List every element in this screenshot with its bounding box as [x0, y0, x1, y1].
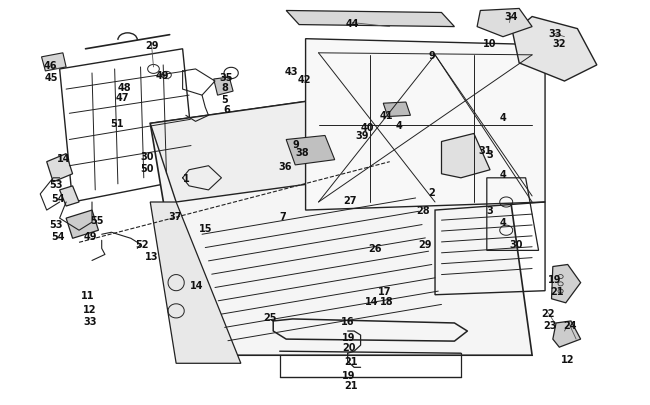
Text: 7: 7: [280, 211, 286, 222]
Text: 14: 14: [365, 296, 378, 306]
Text: 17: 17: [378, 286, 391, 296]
Text: 12: 12: [83, 304, 97, 314]
Text: 16: 16: [341, 316, 354, 326]
Polygon shape: [150, 202, 241, 363]
Text: 41: 41: [380, 111, 393, 121]
Text: 14: 14: [190, 280, 203, 290]
Text: 48: 48: [118, 83, 131, 93]
Text: 24: 24: [563, 320, 577, 330]
Text: 10: 10: [484, 38, 497, 49]
Text: 39: 39: [356, 131, 369, 141]
Text: 30: 30: [509, 240, 523, 250]
Text: 53: 53: [49, 220, 63, 230]
Polygon shape: [150, 76, 532, 202]
Polygon shape: [441, 134, 490, 178]
Polygon shape: [477, 9, 532, 38]
Polygon shape: [60, 186, 79, 207]
Polygon shape: [306, 40, 545, 211]
Text: 4: 4: [500, 113, 506, 123]
Text: 22: 22: [541, 308, 555, 318]
Text: 50: 50: [140, 163, 154, 173]
Text: 15: 15: [198, 224, 212, 234]
Text: 3: 3: [487, 149, 493, 159]
Text: 2: 2: [428, 188, 435, 197]
Text: 9: 9: [428, 51, 435, 61]
Text: 27: 27: [343, 196, 356, 205]
Text: 11: 11: [81, 290, 94, 300]
Text: 53: 53: [49, 179, 63, 190]
Text: 23: 23: [543, 320, 557, 330]
Text: 18: 18: [380, 296, 394, 306]
Polygon shape: [150, 76, 532, 355]
Text: 36: 36: [278, 161, 292, 171]
Text: 35: 35: [219, 73, 233, 83]
Text: 43: 43: [285, 67, 298, 77]
Polygon shape: [214, 78, 233, 96]
Text: 37: 37: [168, 211, 181, 222]
Polygon shape: [286, 136, 335, 166]
Text: 14: 14: [57, 153, 70, 163]
Polygon shape: [286, 11, 454, 28]
Text: 19: 19: [342, 332, 356, 342]
Polygon shape: [47, 154, 73, 182]
Text: 31: 31: [479, 145, 492, 155]
Text: 45: 45: [45, 73, 58, 83]
Text: 40: 40: [360, 123, 374, 133]
Text: 19: 19: [342, 371, 356, 380]
Text: 9: 9: [292, 139, 299, 149]
Polygon shape: [384, 103, 410, 117]
Text: 8: 8: [221, 83, 228, 93]
Text: 52: 52: [136, 240, 150, 250]
Text: 4: 4: [500, 217, 506, 228]
Text: 13: 13: [145, 252, 159, 262]
Text: 32: 32: [552, 38, 566, 49]
Text: 44: 44: [345, 19, 359, 28]
Text: 6: 6: [223, 105, 230, 115]
Text: 49: 49: [84, 232, 98, 242]
Text: 25: 25: [263, 312, 277, 322]
Text: 4: 4: [396, 121, 403, 131]
Text: 28: 28: [417, 206, 430, 215]
Text: 34: 34: [504, 12, 517, 21]
Polygon shape: [552, 265, 580, 303]
Text: 47: 47: [116, 93, 129, 103]
Text: 3: 3: [487, 206, 493, 215]
Text: 21: 21: [344, 356, 358, 367]
Polygon shape: [42, 54, 66, 72]
Text: 33: 33: [548, 30, 562, 39]
Text: 30: 30: [140, 151, 154, 161]
Text: 54: 54: [51, 194, 65, 203]
Text: 21: 21: [344, 381, 358, 390]
Text: 49: 49: [155, 71, 168, 81]
Text: 54: 54: [51, 232, 65, 242]
Polygon shape: [552, 321, 580, 347]
Text: 21: 21: [550, 286, 564, 296]
Text: 46: 46: [43, 61, 57, 71]
Polygon shape: [513, 17, 597, 82]
Text: 29: 29: [419, 240, 432, 250]
Text: 33: 33: [83, 316, 97, 326]
Text: 51: 51: [110, 119, 124, 129]
Text: 55: 55: [90, 215, 104, 226]
Polygon shape: [66, 211, 98, 239]
Text: 4: 4: [500, 169, 506, 179]
Text: 38: 38: [296, 147, 309, 157]
Text: 20: 20: [342, 342, 356, 352]
Text: 5: 5: [221, 95, 228, 105]
Text: 42: 42: [298, 75, 311, 85]
Text: 1: 1: [183, 173, 189, 183]
Text: 12: 12: [561, 354, 575, 364]
Text: 29: 29: [145, 40, 159, 51]
Text: 19: 19: [548, 274, 562, 284]
Text: 26: 26: [368, 244, 382, 254]
